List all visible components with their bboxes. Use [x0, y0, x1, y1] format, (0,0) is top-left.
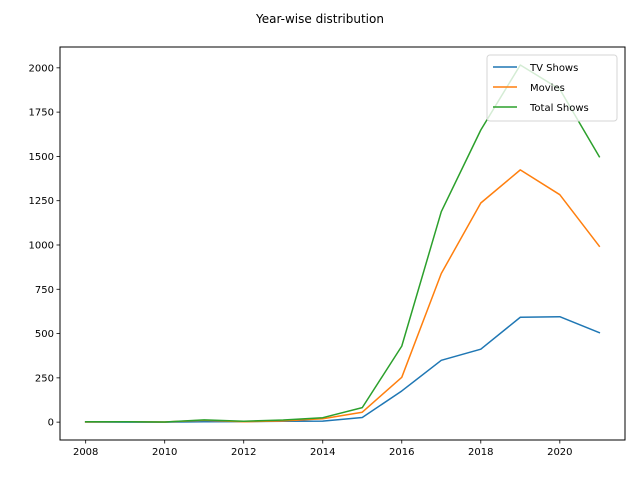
x-axis-ticks: 2008 2010 2012 2014 2016 2018 2020: [73, 440, 573, 458]
x-tick-label: 2016: [389, 447, 414, 458]
x-tick-label: 2014: [310, 447, 335, 458]
legend-box: [486, 54, 618, 122]
y-tick-label: 1750: [29, 108, 54, 119]
y-tick-label: 1250: [29, 196, 54, 207]
legend: TV Shows Movies Total Shows: [486, 54, 618, 122]
y-axis-ticks: 0 250 500 750 1000 1250 1500 1750 2000: [29, 63, 60, 429]
legend-label-movies: Movies: [530, 83, 565, 94]
y-tick-label: 1500: [29, 152, 54, 163]
y-tick-label: 500: [35, 329, 54, 340]
y-tick-label: 0: [48, 418, 54, 429]
legend-label-tv-shows: TV Shows: [529, 63, 578, 74]
y-tick-label: 250: [35, 373, 54, 384]
x-tick-label: 2018: [468, 447, 493, 458]
x-tick-label: 2008: [73, 447, 98, 458]
chart-title: Year-wise distribution: [255, 12, 384, 26]
legend-label-total-shows: Total Shows: [529, 103, 589, 114]
y-tick-label: 2000: [29, 63, 54, 74]
y-tick-label: 1000: [29, 240, 54, 251]
x-tick-label: 2012: [231, 447, 256, 458]
y-tick-label: 750: [35, 285, 54, 296]
x-tick-label: 2020: [547, 447, 572, 458]
plot-frame: [59, 46, 626, 441]
x-tick-label: 2010: [152, 447, 177, 458]
